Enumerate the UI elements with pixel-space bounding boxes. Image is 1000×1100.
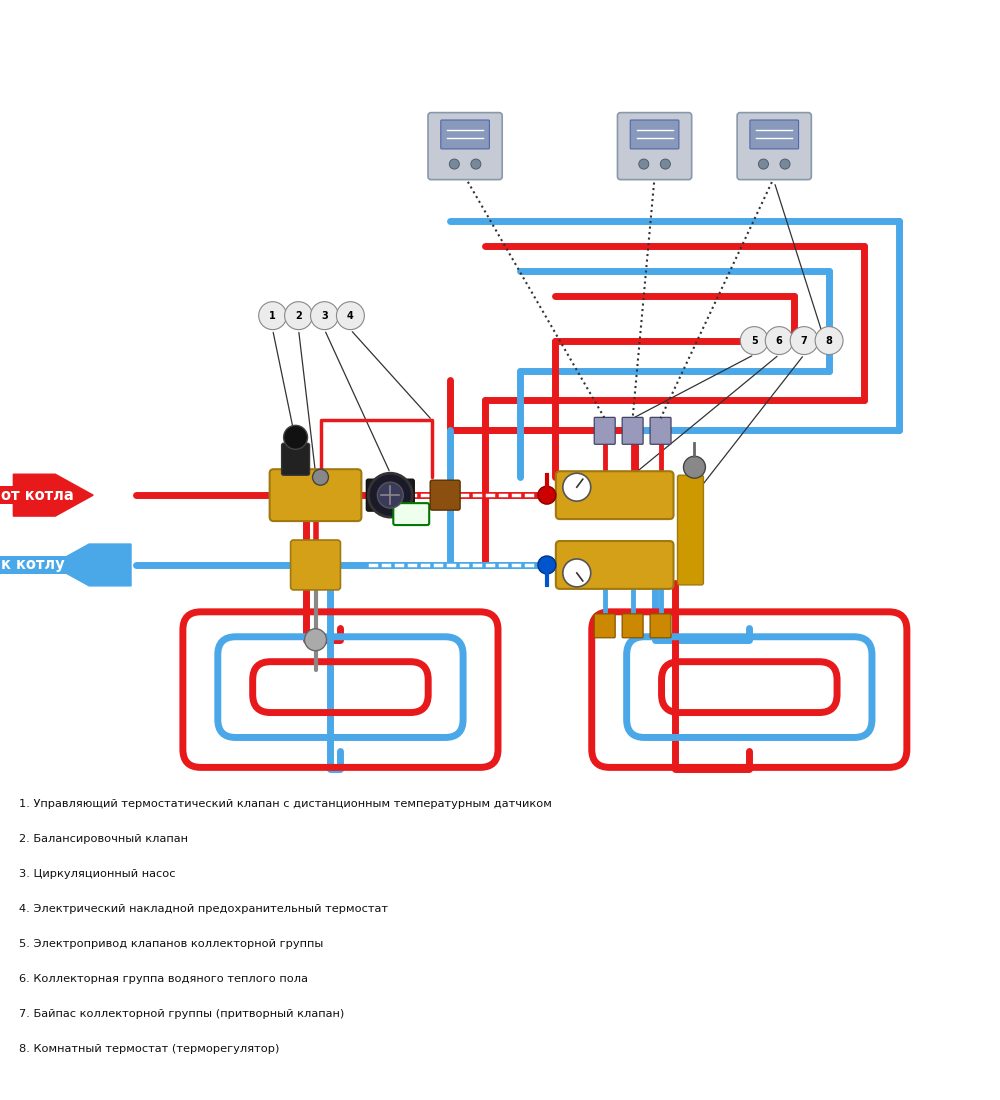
Circle shape — [368, 473, 412, 517]
Text: 4. Электрический накладной предохранительный термостат: 4. Электрический накладной предохранител… — [19, 904, 388, 914]
Text: от котла: от котла — [1, 487, 74, 503]
Circle shape — [336, 301, 364, 330]
FancyBboxPatch shape — [291, 540, 340, 590]
Text: 1. Управляющий термостатический клапан с дистанционным температурным датчиком: 1. Управляющий термостатический клапан с… — [19, 800, 552, 810]
FancyBboxPatch shape — [441, 120, 489, 148]
Text: 6: 6 — [776, 336, 783, 345]
Text: 6. Коллекторная группа водяного теплого пола: 6. Коллекторная группа водяного теплого … — [19, 974, 308, 983]
Circle shape — [285, 301, 313, 330]
FancyArrow shape — [51, 544, 131, 586]
Text: 8. Комнатный термостат (терморегулятор): 8. Комнатный термостат (терморегулятор) — [19, 1044, 280, 1054]
Circle shape — [660, 160, 670, 169]
Circle shape — [740, 327, 768, 354]
FancyBboxPatch shape — [282, 443, 310, 475]
Circle shape — [765, 327, 793, 354]
Circle shape — [815, 327, 843, 354]
Text: 2. Балансировочный клапан: 2. Балансировочный клапан — [19, 834, 188, 844]
FancyBboxPatch shape — [737, 112, 811, 179]
Text: 8: 8 — [826, 336, 833, 345]
Circle shape — [313, 470, 328, 485]
FancyBboxPatch shape — [556, 471, 674, 519]
Text: 4: 4 — [347, 310, 354, 321]
Circle shape — [683, 456, 705, 478]
FancyBboxPatch shape — [594, 417, 615, 444]
Text: 1: 1 — [269, 310, 276, 321]
Circle shape — [780, 160, 790, 169]
Circle shape — [449, 160, 459, 169]
FancyBboxPatch shape — [556, 541, 674, 589]
FancyBboxPatch shape — [430, 481, 460, 510]
Text: 3. Циркуляционный насос: 3. Циркуляционный насос — [19, 869, 176, 879]
FancyBboxPatch shape — [270, 470, 361, 521]
Circle shape — [538, 556, 556, 574]
Circle shape — [311, 301, 338, 330]
FancyBboxPatch shape — [366, 480, 414, 512]
Circle shape — [538, 486, 556, 504]
Text: 7. Байпас коллекторной группы (притворный клапан): 7. Байпас коллекторной группы (притворны… — [19, 1009, 345, 1019]
Circle shape — [563, 473, 591, 502]
Text: 5: 5 — [751, 336, 758, 345]
Circle shape — [259, 301, 287, 330]
Circle shape — [305, 629, 326, 651]
Text: 7: 7 — [801, 336, 808, 345]
FancyBboxPatch shape — [393, 503, 429, 525]
Text: 5. Электропривод клапанов коллекторной группы: 5. Электропривод клапанов коллекторной г… — [19, 939, 324, 949]
FancyBboxPatch shape — [750, 120, 799, 148]
Circle shape — [790, 327, 818, 354]
FancyArrow shape — [13, 474, 93, 516]
Text: 2: 2 — [295, 310, 302, 321]
FancyBboxPatch shape — [678, 475, 703, 585]
Circle shape — [377, 482, 403, 508]
Text: 3: 3 — [321, 310, 328, 321]
Text: к котлу: к котлу — [1, 558, 65, 572]
FancyBboxPatch shape — [650, 614, 671, 638]
Circle shape — [639, 160, 649, 169]
Circle shape — [563, 559, 591, 587]
FancyBboxPatch shape — [622, 614, 643, 638]
FancyBboxPatch shape — [594, 614, 615, 638]
Circle shape — [471, 160, 481, 169]
Circle shape — [284, 426, 308, 449]
Circle shape — [758, 160, 768, 169]
FancyBboxPatch shape — [650, 417, 671, 444]
FancyBboxPatch shape — [630, 120, 679, 148]
FancyBboxPatch shape — [617, 112, 692, 179]
FancyBboxPatch shape — [428, 112, 502, 179]
FancyBboxPatch shape — [622, 417, 643, 444]
